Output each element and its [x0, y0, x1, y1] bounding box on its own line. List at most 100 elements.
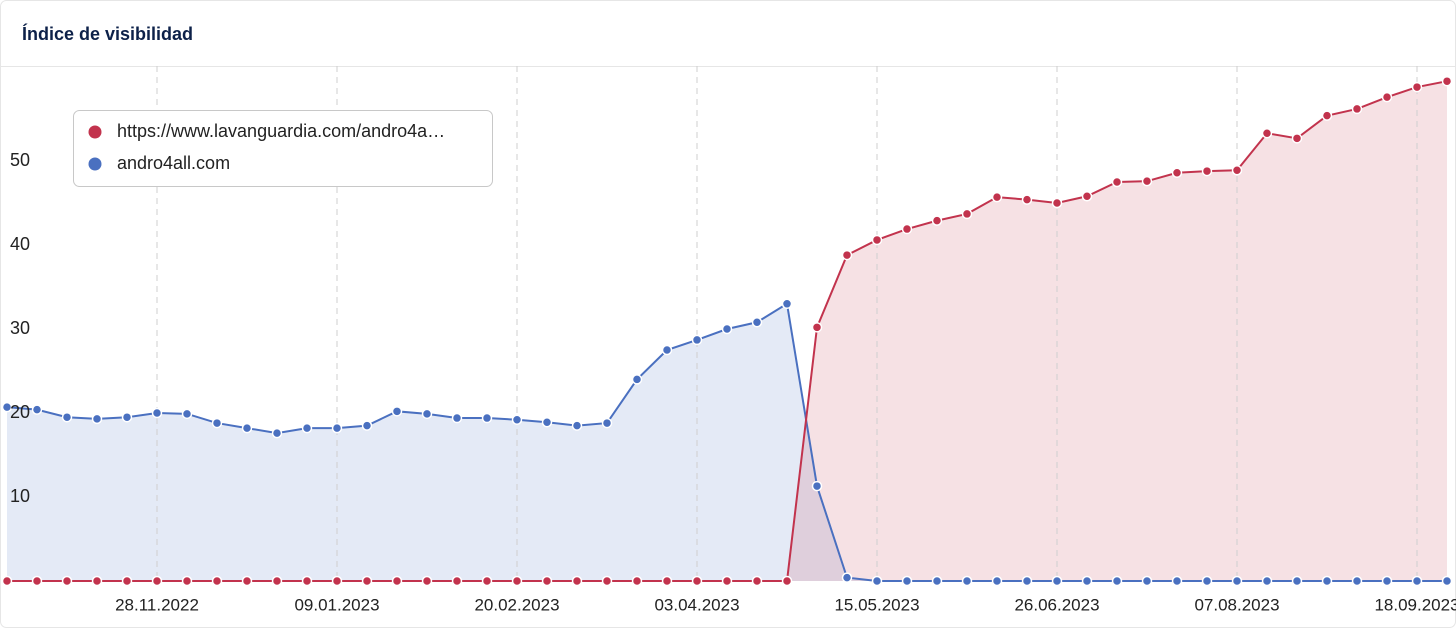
data-point	[91, 575, 103, 587]
data-point	[151, 407, 163, 419]
data-point	[421, 575, 433, 587]
data-point	[1351, 103, 1363, 115]
data-point	[571, 575, 583, 587]
data-point	[901, 223, 913, 235]
x-tick-label: 20.02.2023	[474, 595, 559, 614]
data-point	[121, 411, 133, 423]
data-point	[1081, 575, 1093, 587]
data-point	[1411, 575, 1423, 587]
x-tick-label: 07.08.2023	[1194, 595, 1279, 614]
data-point	[241, 575, 253, 587]
data-point	[1261, 128, 1273, 139]
data-point	[1111, 575, 1123, 587]
y-tick-label: 20	[10, 402, 30, 422]
data-point	[181, 575, 193, 587]
data-point	[31, 404, 43, 415]
data-point	[211, 575, 223, 587]
data-point	[991, 191, 1003, 203]
data-point	[1291, 133, 1303, 144]
data-point	[271, 575, 283, 587]
data-point	[961, 208, 973, 220]
legend-label: andro4all.com	[117, 153, 230, 173]
data-point	[781, 575, 793, 587]
data-point	[1411, 81, 1423, 93]
data-point	[1441, 575, 1453, 587]
data-point	[1021, 575, 1033, 587]
data-point	[661, 575, 673, 587]
chart-title: Índice de visibilidad	[22, 23, 193, 44]
data-point	[781, 298, 793, 310]
data-point	[1291, 575, 1303, 587]
data-point	[61, 411, 73, 423]
data-point	[661, 344, 673, 356]
data-point	[601, 417, 613, 429]
y-tick-label: 30	[10, 318, 30, 338]
data-point	[361, 575, 373, 587]
legend-marker	[88, 157, 102, 171]
legend-label: https://www.lavanguardia.com/andro4a…	[117, 121, 445, 141]
data-point	[361, 420, 373, 431]
data-point	[271, 427, 283, 439]
data-point	[991, 575, 1003, 587]
data-point	[1351, 575, 1363, 587]
data-point	[1171, 575, 1183, 587]
data-point	[931, 575, 943, 587]
data-point	[331, 422, 343, 434]
data-point	[871, 234, 883, 246]
data-point	[451, 575, 463, 587]
data-point	[931, 215, 943, 226]
data-point	[301, 422, 313, 434]
data-point	[1111, 176, 1123, 188]
data-point	[1081, 191, 1093, 202]
data-point	[751, 317, 763, 328]
data-point	[1381, 575, 1393, 587]
data-point	[91, 413, 103, 425]
data-point	[1321, 575, 1333, 587]
data-point	[631, 575, 643, 587]
data-point	[511, 575, 523, 587]
legend-box	[73, 110, 493, 187]
x-tick-label: 09.01.2023	[294, 595, 379, 614]
data-point	[451, 412, 463, 424]
data-point	[1, 575, 13, 587]
data-point	[241, 422, 253, 434]
data-point	[121, 575, 133, 587]
data-point	[1321, 110, 1333, 121]
data-point	[1231, 164, 1243, 176]
data-point	[481, 412, 493, 424]
data-point	[511, 414, 523, 425]
y-tick-label: 10	[10, 486, 30, 506]
legend-marker	[88, 125, 102, 139]
data-point	[901, 575, 913, 587]
area-fill	[7, 303, 1447, 581]
data-point	[721, 323, 733, 335]
data-point	[1, 401, 13, 413]
x-tick-label: 28.11.2022	[115, 595, 199, 614]
x-tick-label: 03.04.2023	[654, 595, 739, 614]
data-point	[481, 575, 493, 587]
data-point	[1381, 91, 1393, 103]
data-point	[1201, 165, 1213, 177]
data-point	[871, 575, 883, 587]
data-point	[61, 575, 73, 587]
data-point	[541, 575, 553, 587]
data-point	[421, 408, 433, 420]
x-tick-label: 18.09.2023	[1374, 595, 1456, 614]
data-point	[1141, 175, 1153, 187]
data-point	[1231, 575, 1243, 587]
data-point	[1021, 194, 1033, 205]
y-tick-label: 50	[10, 150, 30, 170]
y-tick-label: 40	[10, 234, 30, 254]
data-point	[691, 334, 703, 346]
data-point	[301, 575, 313, 587]
data-point	[211, 417, 223, 429]
data-point	[181, 408, 193, 420]
data-point	[841, 572, 853, 583]
data-point	[811, 322, 823, 333]
data-point	[31, 575, 43, 587]
data-point	[1201, 575, 1213, 587]
data-point	[1261, 575, 1273, 587]
data-point	[721, 575, 733, 587]
data-point	[691, 575, 703, 587]
